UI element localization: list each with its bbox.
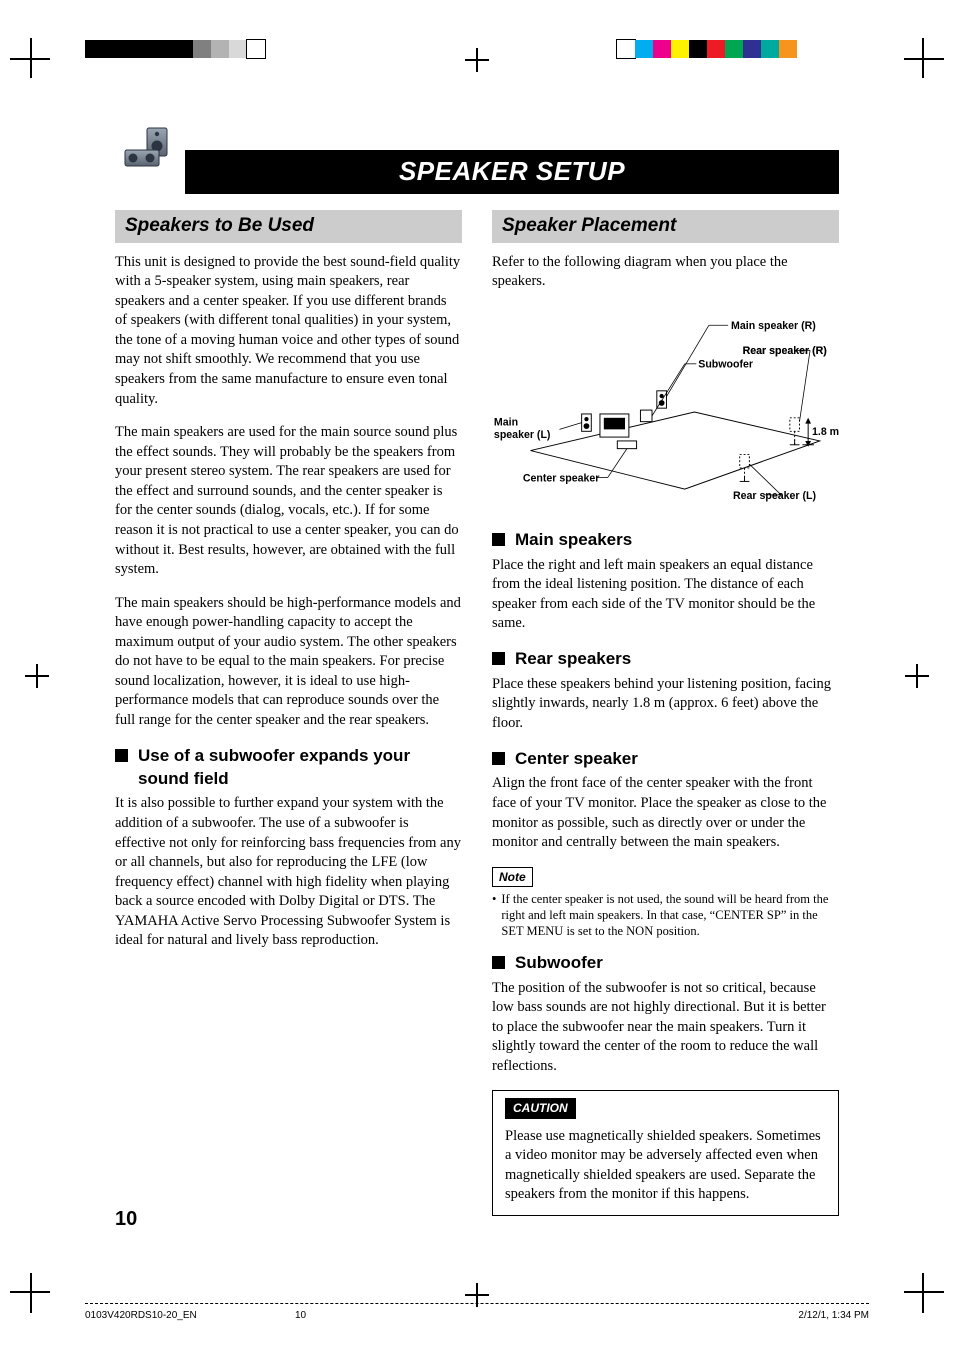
subheading-text: Use of a subwoofer expands your sound fi… bbox=[138, 745, 462, 791]
speaker-placement-diagram: Main speaker (R) Rear speaker (R) Rear spe… bbox=[492, 306, 839, 515]
note-item: •If the center speaker is not used, the … bbox=[492, 891, 839, 940]
speaker-icon bbox=[115, 120, 181, 176]
page-number: 10 bbox=[115, 1208, 137, 1231]
bullet-square-icon bbox=[492, 956, 505, 969]
body-text: Refer to the following diagram when you … bbox=[492, 253, 839, 292]
subheading: Subwoofer bbox=[492, 952, 839, 975]
bullet-square-icon bbox=[115, 749, 128, 762]
body-text: Align the front face of the center speak… bbox=[492, 774, 839, 852]
body-text: It is also possible to further expand yo… bbox=[115, 794, 462, 951]
section-heading: Speakers to Be Used bbox=[115, 210, 462, 243]
caution-text: Please use magnetically shielded speaker… bbox=[505, 1127, 826, 1205]
subheading-text: Subwoofer bbox=[515, 952, 603, 975]
body-text: Place the right and left main speakers a… bbox=[492, 556, 839, 634]
svg-text:Subwoofer: Subwoofer bbox=[698, 358, 753, 370]
right-column: Speaker Placement Refer to the following… bbox=[492, 210, 839, 1216]
crop-mark bbox=[904, 58, 944, 60]
svg-text:1.8 m: 1.8 m bbox=[812, 426, 839, 438]
subheading: Rear speakers bbox=[492, 648, 839, 671]
registration-cross-top bbox=[465, 48, 489, 72]
section-heading: Speaker Placement bbox=[492, 210, 839, 243]
subheading: Center speaker bbox=[492, 748, 839, 771]
body-text: Place these speakers behind your listeni… bbox=[492, 675, 839, 734]
svg-text:Main: Main bbox=[494, 416, 518, 428]
crop-mark bbox=[922, 1273, 924, 1313]
bullet-icon: • bbox=[492, 891, 496, 940]
print-footer: 0103V420RDS10-20_EN 10 2/12/1, 1:34 PM bbox=[85, 1303, 869, 1321]
svg-text:Rear speaker (R): Rear speaker (R) bbox=[743, 345, 827, 357]
svg-text:speaker (L): speaker (L) bbox=[494, 429, 551, 441]
page-title: SPEAKER SETUP bbox=[185, 150, 839, 194]
crop-mark bbox=[10, 58, 50, 60]
body-text: This unit is designed to provide the bes… bbox=[115, 253, 462, 410]
footer-file: 0103V420RDS10-20_EN bbox=[85, 1310, 197, 1321]
registration-cross-left bbox=[25, 664, 49, 688]
footer-stamp: 2/12/1, 1:34 PM bbox=[798, 1310, 869, 1321]
crop-mark bbox=[30, 1273, 32, 1313]
crop-mark bbox=[10, 1291, 50, 1293]
note-text: If the center speaker is not used, the s… bbox=[501, 891, 839, 940]
subheading: Use of a subwoofer expands your sound fi… bbox=[115, 745, 462, 791]
svg-text:Main speaker (R): Main speaker (R) bbox=[731, 320, 816, 332]
bullet-square-icon bbox=[492, 533, 505, 546]
subheading-text: Main speakers bbox=[515, 529, 632, 552]
caution-box: CAUTION Please use magnetically shielded… bbox=[492, 1090, 839, 1215]
body-text: The position of the subwoofer is not so … bbox=[492, 979, 839, 1077]
note-label: Note bbox=[492, 867, 533, 887]
subheading: Main speakers bbox=[492, 529, 839, 552]
subheading-text: Rear speakers bbox=[515, 648, 631, 671]
left-column: Speakers to Be Used This unit is designe… bbox=[115, 210, 462, 1216]
registration-bar-left bbox=[85, 40, 265, 58]
body-text: The main speakers should be high-perform… bbox=[115, 594, 462, 731]
svg-text:Center speaker: Center speaker bbox=[523, 472, 600, 484]
bullet-square-icon bbox=[492, 652, 505, 665]
caution-label: CAUTION bbox=[505, 1098, 576, 1118]
registration-bar-right bbox=[617, 40, 797, 58]
body-text: The main speakers are used for the main … bbox=[115, 423, 462, 580]
registration-cross-right bbox=[905, 664, 929, 688]
page-content: SPEAKER SETUP Speakers to Be Used This u… bbox=[115, 120, 839, 1231]
footer-page: 10 bbox=[295, 1310, 306, 1321]
crop-mark bbox=[904, 1291, 944, 1293]
svg-text:Rear speaker (L): Rear speaker (L) bbox=[733, 490, 816, 502]
bullet-square-icon bbox=[492, 752, 505, 765]
subheading-text: Center speaker bbox=[515, 748, 638, 771]
